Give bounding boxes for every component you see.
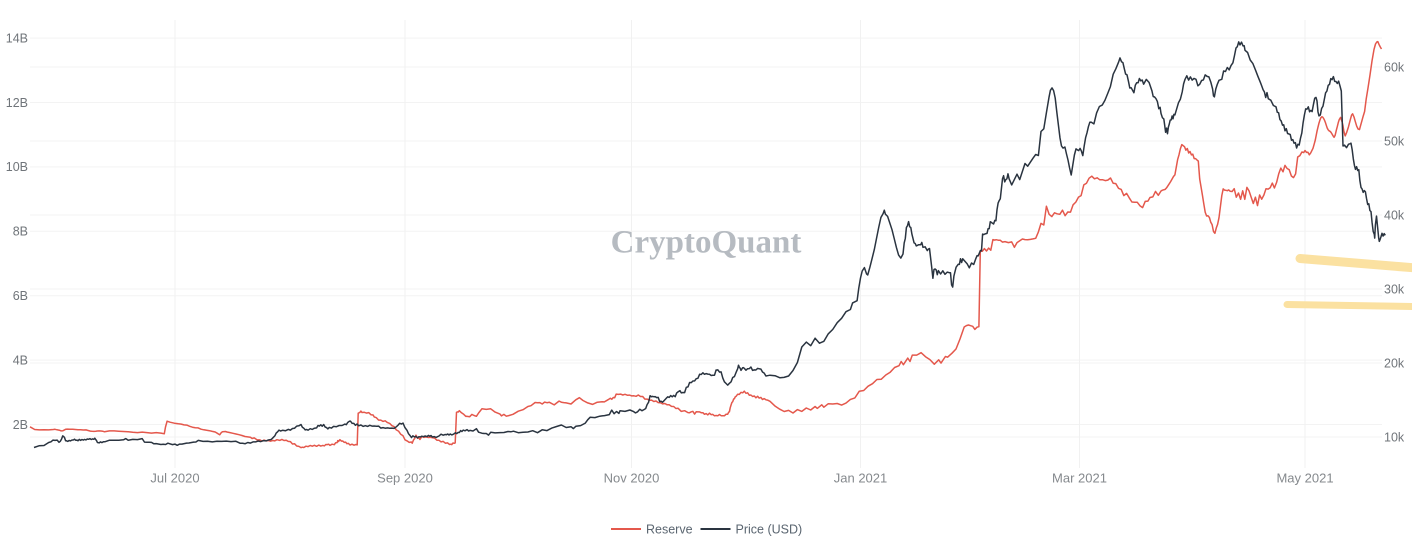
svg-text:50k: 50k xyxy=(1384,134,1405,148)
svg-text:Mar 2021: Mar 2021 xyxy=(1052,471,1107,486)
svg-text:CryptoQuant: CryptoQuant xyxy=(611,225,802,261)
svg-text:May 2021: May 2021 xyxy=(1276,471,1333,486)
svg-text:Jul 2020: Jul 2020 xyxy=(150,471,199,486)
svg-text:20k: 20k xyxy=(1384,356,1405,370)
svg-text:30k: 30k xyxy=(1384,282,1405,296)
svg-text:Jan 2021: Jan 2021 xyxy=(834,471,888,486)
svg-text:8B: 8B xyxy=(13,225,28,239)
svg-text:Nov 2020: Nov 2020 xyxy=(604,471,660,486)
svg-text:12B: 12B xyxy=(6,96,28,110)
svg-text:60k: 60k xyxy=(1384,60,1405,74)
svg-text:Reserve: Reserve xyxy=(646,523,693,537)
svg-text:10B: 10B xyxy=(6,160,28,174)
svg-text:6B: 6B xyxy=(13,289,28,303)
svg-text:Price (USD): Price (USD) xyxy=(736,523,803,537)
svg-text:40k: 40k xyxy=(1384,208,1405,222)
svg-text:2B: 2B xyxy=(13,418,28,432)
svg-text:10k: 10k xyxy=(1384,430,1405,444)
svg-text:Sep 2020: Sep 2020 xyxy=(377,471,433,486)
svg-text:14B: 14B xyxy=(6,31,28,45)
svg-text:4B: 4B xyxy=(13,353,28,367)
